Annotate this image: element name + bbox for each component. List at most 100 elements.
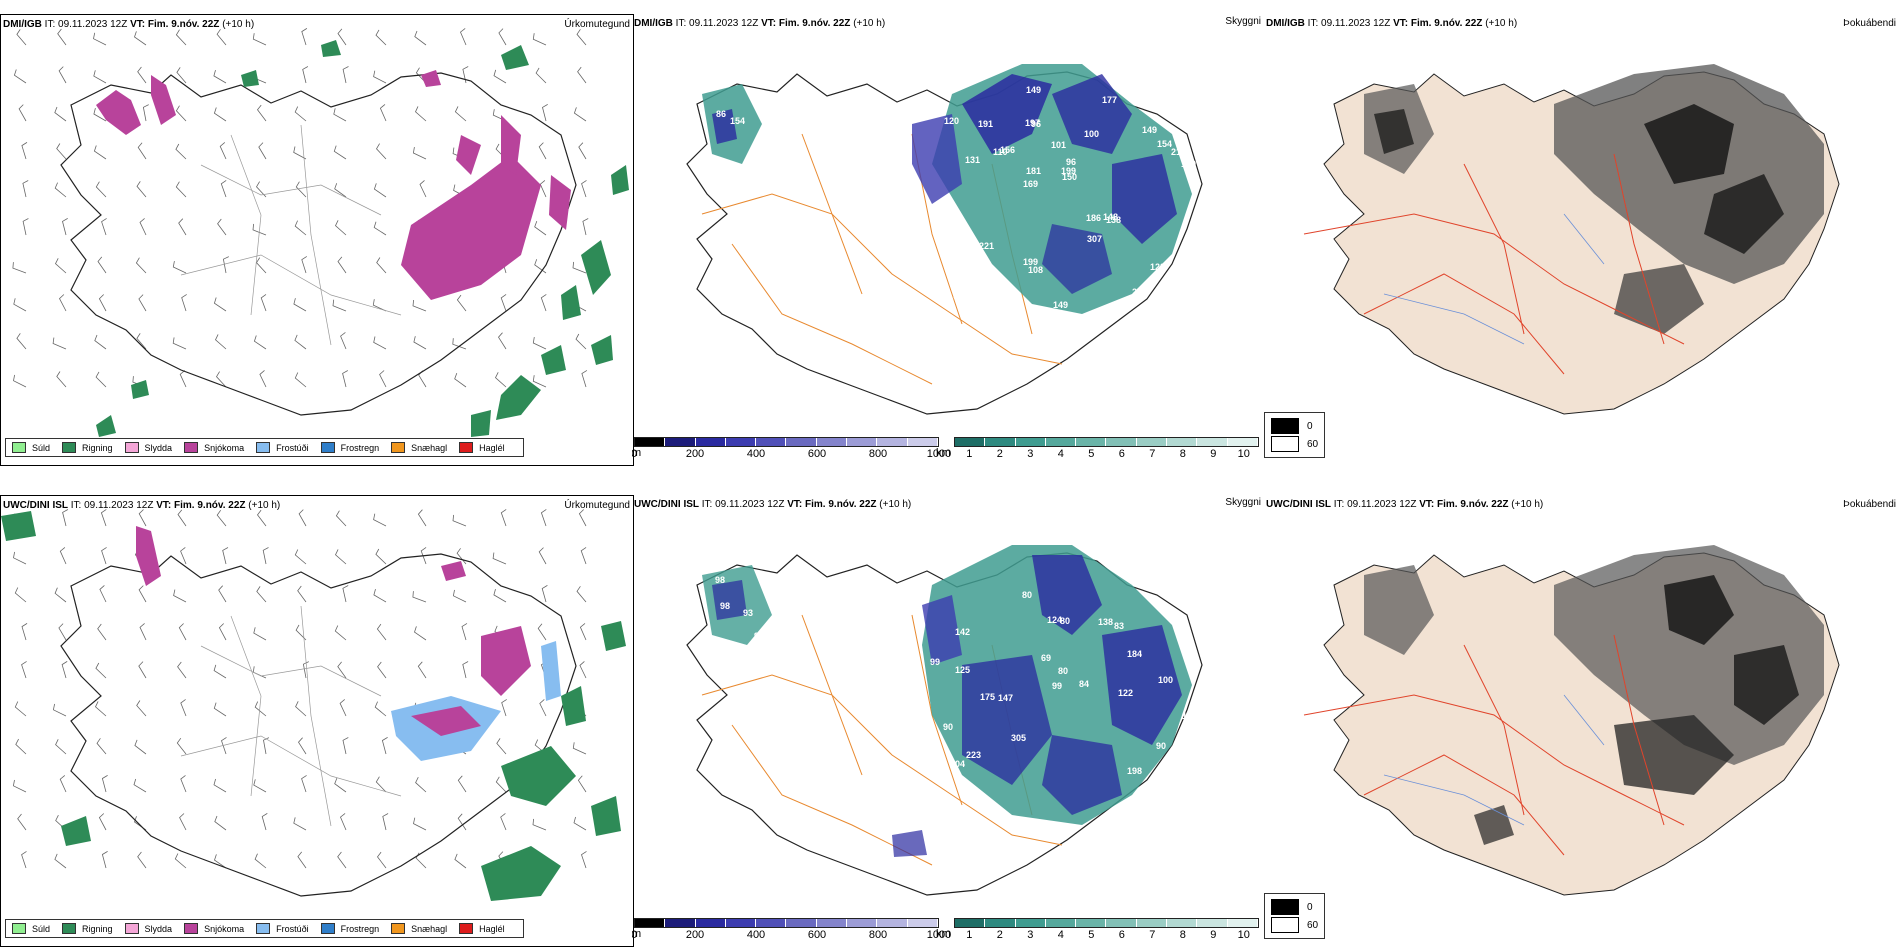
colorbar-tick-label: 8 bbox=[1179, 929, 1186, 941]
cloud-base-label: 95 bbox=[754, 631, 764, 641]
wind-barb bbox=[452, 589, 467, 603]
wind-barb bbox=[493, 588, 507, 603]
wind-barb bbox=[302, 661, 309, 679]
cloud-base-label: 149 bbox=[1142, 125, 1157, 135]
cloud-base-label: 198 bbox=[1127, 766, 1142, 776]
wind-barb bbox=[500, 294, 507, 312]
wind-barb bbox=[22, 218, 29, 236]
wind-barb bbox=[13, 298, 27, 312]
colorbar-tick-label: 10 bbox=[1237, 929, 1250, 941]
cloud-base-label: 80 bbox=[1060, 616, 1070, 626]
wind-barb bbox=[578, 142, 587, 160]
legend-label: Rigning bbox=[82, 923, 113, 934]
wind-barb bbox=[373, 336, 387, 350]
valid-time-label: VT: bbox=[156, 500, 172, 511]
visibility-panel-uwc: 95 98 93 98 90 142 223 147 83 124 138 198 305 80 84 90 1… bbox=[632, 495, 1264, 945]
legend-label: Snjókoma bbox=[204, 442, 245, 453]
wind-barb bbox=[581, 370, 588, 388]
colorbar-cell bbox=[877, 438, 908, 446]
cloud-base-label: 147 bbox=[998, 693, 1013, 703]
wind-barb bbox=[12, 779, 27, 793]
colorbar-tick-label: 5 bbox=[1088, 929, 1095, 941]
lead-time: (+10 h) bbox=[248, 500, 281, 511]
legend-swatch bbox=[320, 923, 335, 934]
wind-barb bbox=[452, 514, 467, 527]
wind-barb bbox=[99, 585, 107, 603]
cloud-base-label: 148 bbox=[1103, 212, 1118, 222]
init-time: 09.11.2023 12Z bbox=[58, 19, 128, 30]
wind-barb bbox=[539, 180, 547, 198]
init-time-label: IT: bbox=[1307, 18, 1319, 29]
valid-time-label: VT: bbox=[1419, 499, 1435, 510]
init-time: 09.11.2023 12Z bbox=[689, 18, 759, 29]
valid-time: Fim. 9.nóv. 22Z bbox=[805, 499, 877, 510]
wind-barb bbox=[172, 337, 187, 350]
wind-barb bbox=[539, 699, 547, 717]
fog-key-label: 0 bbox=[1307, 901, 1313, 913]
wind-barb bbox=[495, 372, 507, 388]
legend-label: Haglél bbox=[479, 923, 505, 934]
wind-barb bbox=[139, 623, 147, 641]
valid-time-label: VT: bbox=[1393, 18, 1409, 29]
legend-label: Frostregn bbox=[340, 923, 380, 934]
wind-barb bbox=[262, 547, 269, 565]
wind-barb bbox=[256, 509, 267, 527]
wind-barb bbox=[375, 29, 387, 46]
legend-label: Rigning bbox=[82, 442, 113, 453]
wind-barb bbox=[62, 509, 69, 527]
wind-barb bbox=[215, 334, 227, 350]
panel-header: DMI/IGB IT: 09.11.2023 12Z VT: Fim. 9.nó… bbox=[1266, 18, 1517, 29]
colorbar-cell bbox=[1015, 919, 1046, 927]
wind-barb bbox=[135, 257, 147, 274]
cloud-base-label: 199 bbox=[1061, 166, 1076, 176]
colorbar-cell bbox=[695, 438, 726, 446]
colorbar-cell bbox=[725, 919, 757, 927]
wind-barb bbox=[138, 585, 147, 603]
legend-swatch bbox=[184, 442, 199, 453]
colorbar-cell bbox=[1227, 438, 1258, 446]
wind-barb bbox=[454, 853, 467, 869]
colorbar-tick-label: 800 bbox=[868, 929, 888, 941]
panel-title-precip-type: Úrkomutegund bbox=[564, 19, 630, 30]
precip-type-panel-uwc: UWC/DINI ISL IT: 09.11.2023 12Z VT: Fim.… bbox=[0, 495, 634, 947]
wind-barb bbox=[54, 587, 67, 603]
wind-barb bbox=[22, 180, 29, 198]
visibility-colorbar-labels: 1 2 3 4 5 6 7 8 9 10 bbox=[954, 447, 1259, 460]
colorbar-cell bbox=[1076, 438, 1107, 446]
visibility-unit: km bbox=[936, 928, 951, 940]
wind-barb bbox=[21, 142, 28, 160]
wind-barb bbox=[301, 775, 307, 793]
wind-barb bbox=[415, 106, 427, 122]
wind-barb bbox=[500, 509, 507, 527]
wind-barb bbox=[134, 816, 147, 831]
legend-swatch bbox=[459, 923, 474, 934]
colorbar-tick-label: 7 bbox=[1149, 929, 1156, 941]
wind-barb bbox=[213, 778, 227, 793]
fog-key-swatch bbox=[1271, 436, 1299, 452]
fog-key-row: 60 bbox=[1271, 435, 1318, 453]
wind-barb bbox=[540, 294, 547, 312]
wind-barb bbox=[532, 375, 547, 388]
colorbar-tick-label: 400 bbox=[746, 448, 766, 460]
colorbar-tick-label: 2 bbox=[996, 929, 1003, 941]
wind-barb bbox=[373, 513, 387, 527]
fog-map-dmi bbox=[1303, 64, 1840, 415]
legend-item: Haglél bbox=[459, 923, 505, 934]
colorbar-tick-label: 1 bbox=[966, 448, 973, 460]
wind-barb bbox=[337, 28, 347, 46]
cloud-base-label: 99 bbox=[1052, 681, 1062, 691]
colorbar-cell bbox=[1197, 919, 1228, 927]
panel-header: DMI/IGB IT: 09.11.2023 12Z VT: Fim. 9.nó… bbox=[3, 19, 254, 30]
cloud-base-label: 138 bbox=[1098, 617, 1113, 627]
visibility-colorbar-cells bbox=[954, 437, 1259, 447]
wind-barb bbox=[500, 813, 507, 831]
cloud-base-label: 100 bbox=[1084, 129, 1099, 139]
wind-barb bbox=[138, 509, 147, 527]
visibility-colorbar: 1 2 3 4 5 6 7 8 9 10 km bbox=[936, 918, 1259, 941]
colorbar-tick-label: 4 bbox=[1057, 929, 1064, 941]
wind-barb bbox=[342, 66, 349, 84]
wind-barb bbox=[342, 737, 349, 755]
height-unit: m bbox=[632, 447, 642, 459]
wind-barb bbox=[342, 370, 348, 388]
wind-barb bbox=[572, 261, 587, 274]
